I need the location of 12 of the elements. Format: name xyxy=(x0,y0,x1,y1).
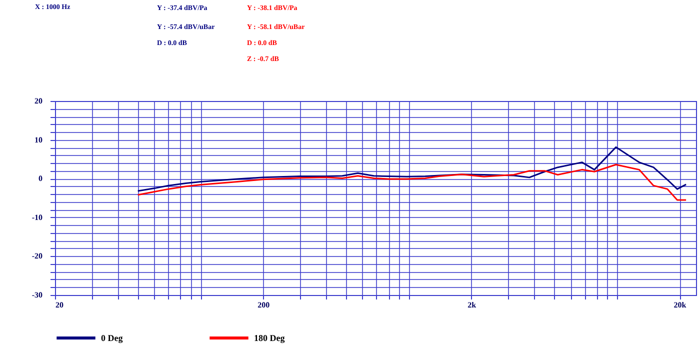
x-tick-label: 20k xyxy=(674,300,687,310)
x-tick-label: 2k xyxy=(468,300,477,310)
legend-label: 0 Deg xyxy=(101,333,124,343)
y-tick-label: -30 xyxy=(32,290,42,300)
x-tick-label: 20 xyxy=(56,300,64,310)
y-tick-label: -10 xyxy=(32,212,42,222)
y-tick-label: -20 xyxy=(32,252,42,261)
legend-label: 180 Deg xyxy=(254,333,286,343)
y-tick-label: 0 xyxy=(38,174,42,184)
y-tick-label: 20 xyxy=(34,96,42,106)
x-tick-label: 200 xyxy=(258,300,270,310)
y-tick-label: 10 xyxy=(34,135,42,144)
